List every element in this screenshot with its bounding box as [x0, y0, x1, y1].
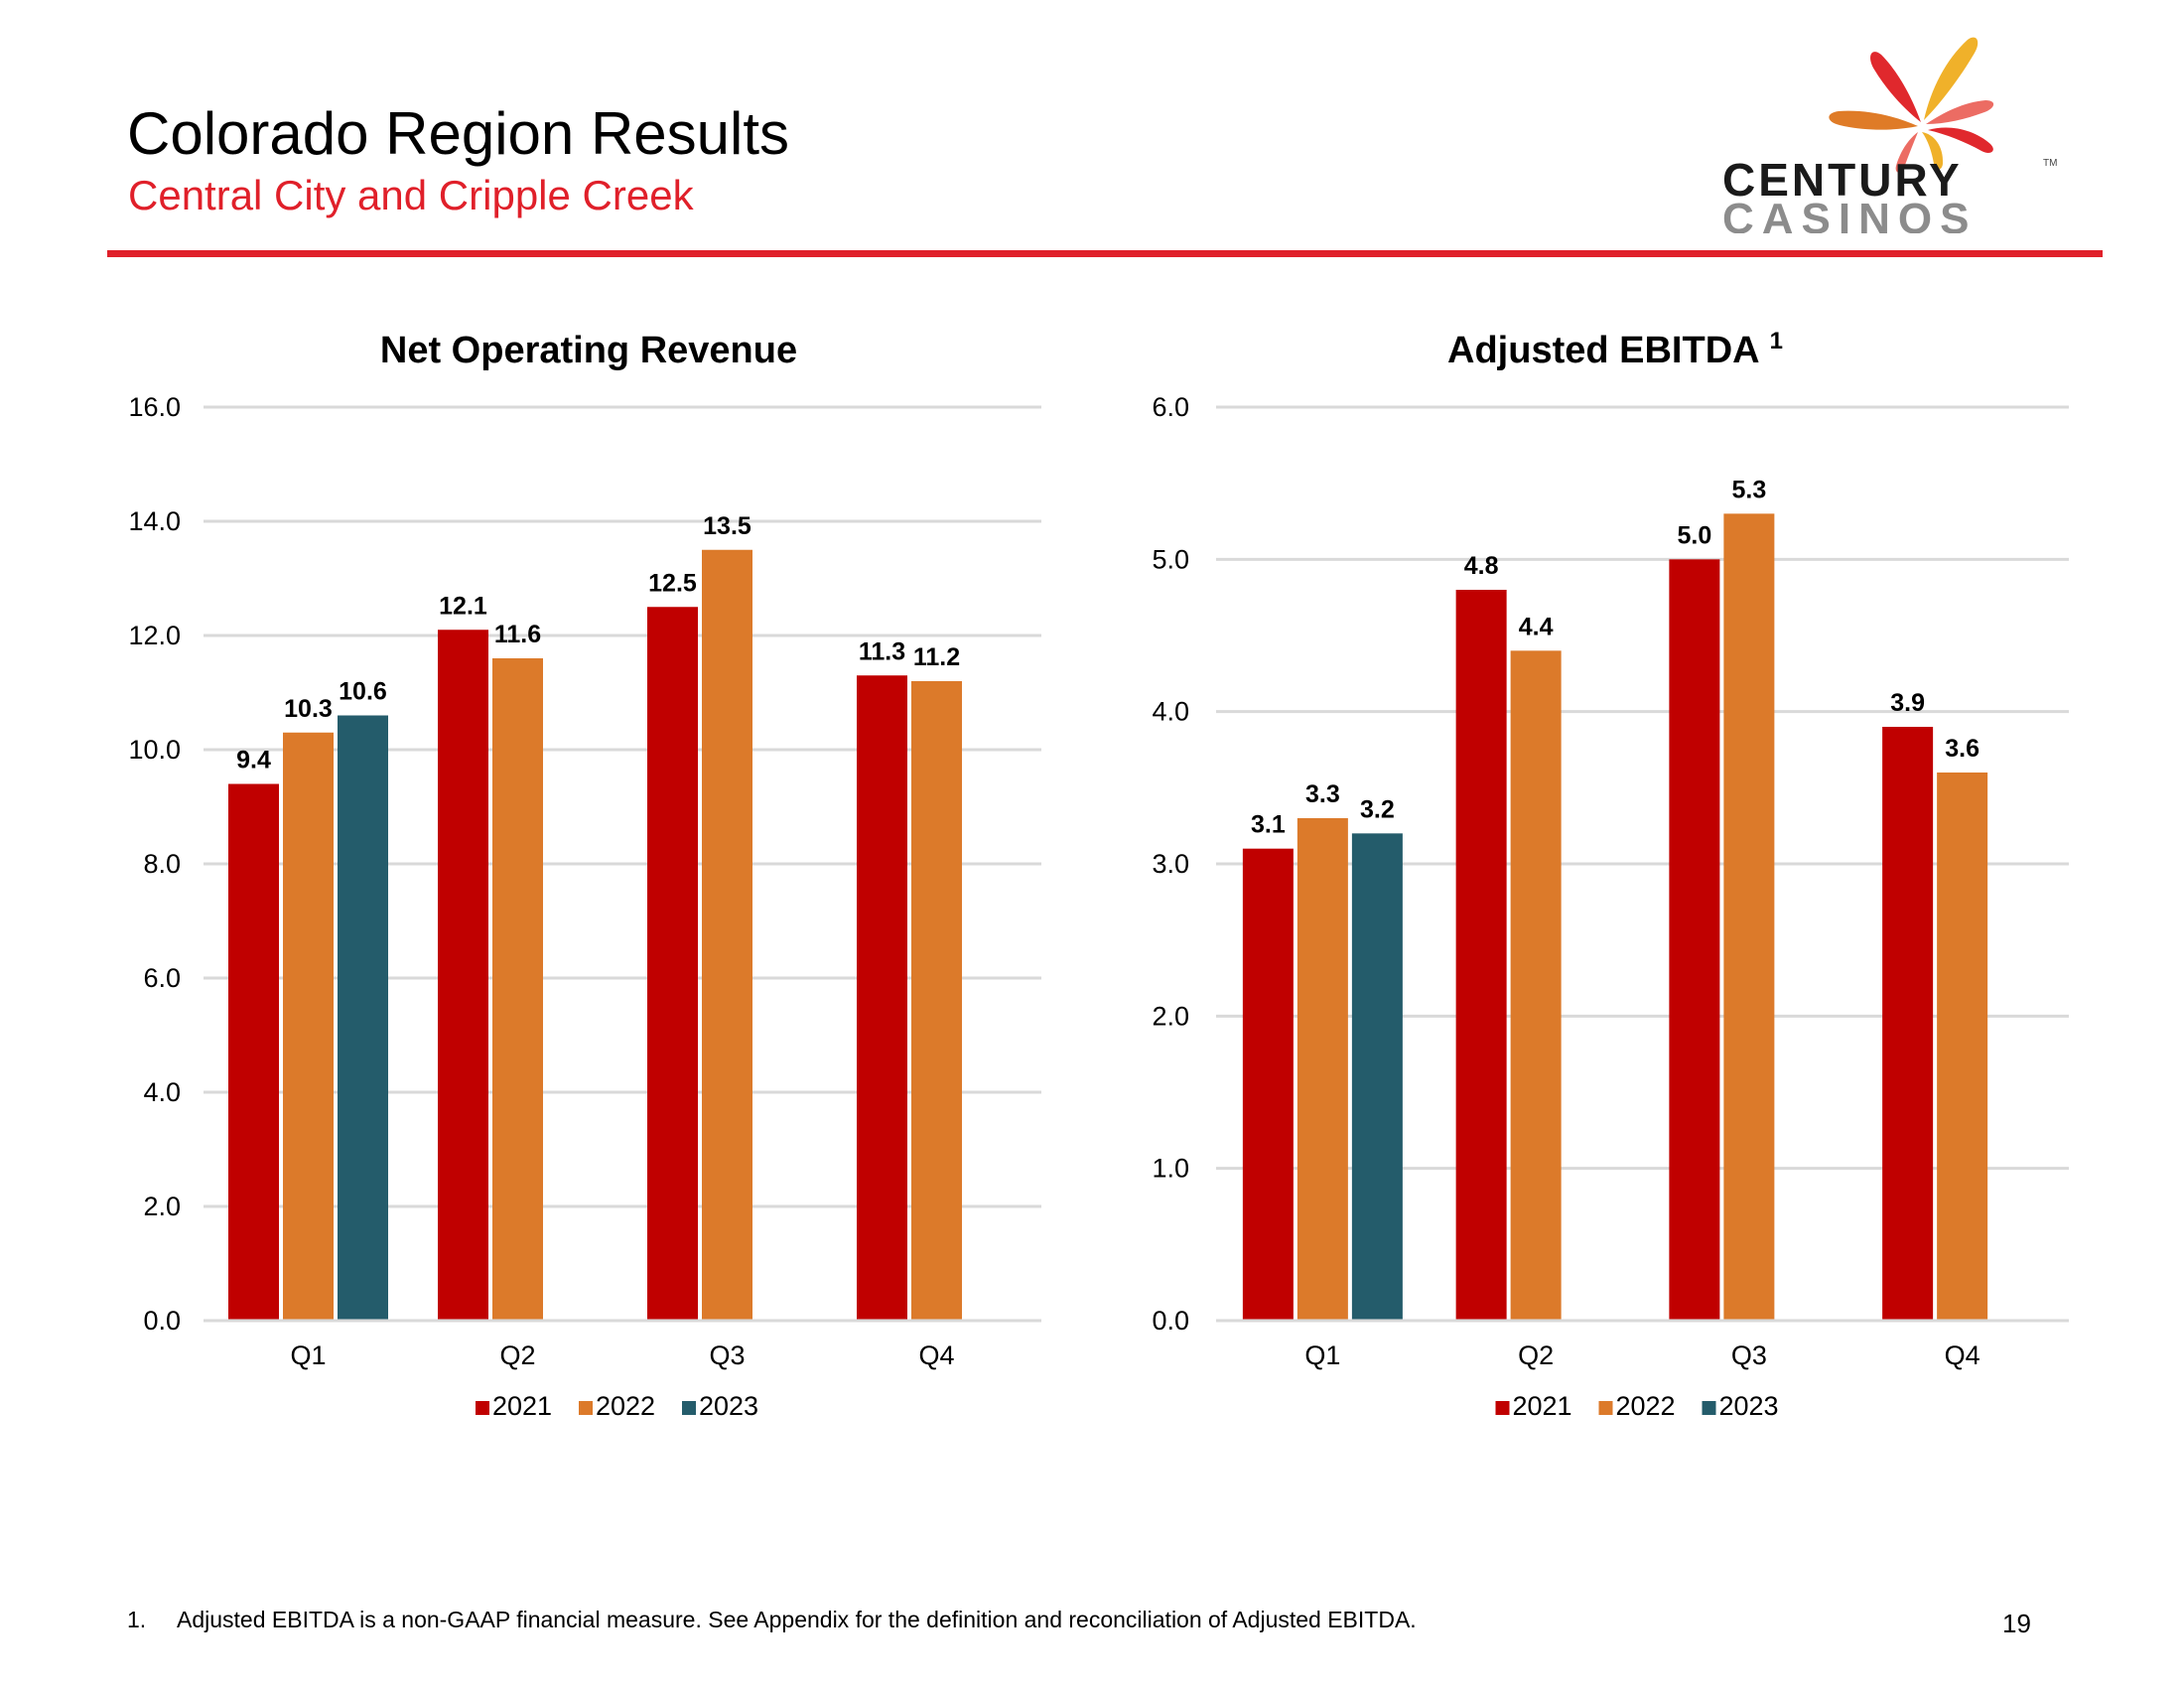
century-casinos-logo: CENTURY TM CASINOS [1722, 37, 2057, 233]
data-label: 10.6 [339, 678, 387, 706]
bar-2021-q1 [228, 783, 279, 1321]
legend-swatch-2022 [1598, 1401, 1613, 1415]
legend-swatch-2023 [682, 1401, 696, 1415]
x-category-label: Q2 [1518, 1340, 1554, 1370]
x-category-label: Q1 [1304, 1340, 1340, 1370]
footnote-superscript: 1 [1770, 328, 1783, 354]
bar-2022-q1 [283, 732, 334, 1321]
bar-2021-q2 [438, 630, 488, 1321]
data-label: 3.6 [1945, 735, 1979, 763]
data-label: 11.2 [913, 643, 960, 671]
y-tick-label: 4.0 [143, 1077, 181, 1107]
data-label: 3.9 [1890, 689, 1925, 717]
data-label: 11.6 [494, 621, 541, 648]
legend-label-2023: 2023 [699, 1391, 758, 1421]
bar-2021-q1 [1242, 848, 1294, 1321]
y-tick-label: 2.0 [143, 1192, 181, 1221]
y-tick-label: 14.0 [128, 506, 181, 536]
data-label: 10.3 [284, 695, 333, 723]
data-label: 12.5 [648, 569, 697, 597]
data-label: 3.1 [1251, 811, 1286, 839]
y-tick-label: 12.0 [128, 621, 181, 650]
y-tick-label: 1.0 [1152, 1154, 1189, 1184]
data-label: 13.5 [703, 512, 751, 540]
data-label: 5.3 [1731, 476, 1766, 503]
bar-2023-q1 [1351, 833, 1403, 1321]
footnote: 1. Adjusted EBITDA is a non-GAAP financia… [127, 1607, 1417, 1633]
bar-2021-q4 [857, 675, 907, 1321]
x-category-label: Q3 [1731, 1340, 1767, 1370]
chart-title: Adjusted EBITDA 1 [1447, 328, 1783, 371]
y-tick-label: 6.0 [1152, 392, 1189, 422]
bar-2022-q3 [1723, 513, 1775, 1321]
data-label: 4.8 [1464, 552, 1499, 580]
footnote-number: 1. [127, 1607, 147, 1632]
y-tick-label: 0.0 [1152, 1306, 1189, 1336]
legend-label-2022: 2022 [596, 1391, 655, 1421]
x-category-label: Q3 [709, 1340, 745, 1370]
logo-trademark: TM [2043, 158, 2057, 169]
logo-century-text: CENTURY [1722, 154, 1963, 206]
y-tick-label: 10.0 [128, 735, 181, 765]
bar-2022-q2 [492, 658, 543, 1321]
bar-2022-q2 [1510, 650, 1562, 1321]
page-number: 19 [2002, 1609, 2031, 1638]
y-tick-label: 4.0 [1152, 697, 1189, 727]
chart-title: Net Operating Revenue [380, 330, 797, 371]
bar-2021-q3 [647, 607, 698, 1321]
legend-label-2022: 2022 [1616, 1391, 1676, 1421]
y-tick-label: 6.0 [143, 963, 181, 993]
x-category-label: Q1 [290, 1340, 326, 1370]
y-tick-label: 2.0 [1152, 1001, 1189, 1031]
data-label: 3.3 [1305, 780, 1340, 808]
legend-label-2023: 2023 [1719, 1391, 1779, 1421]
bar-2021-q4 [1882, 727, 1934, 1321]
bar-2022-q4 [1937, 773, 1988, 1321]
y-tick-label: 3.0 [1152, 849, 1189, 879]
charts-canvas: Net Operating Revenue0.02.04.06.08.010.0… [128, 328, 2069, 1421]
x-category-label: Q4 [918, 1340, 954, 1370]
legend-swatch-2022 [579, 1401, 593, 1415]
bar-2022-q4 [911, 681, 962, 1321]
legend-label-2021: 2021 [1513, 1391, 1572, 1421]
slide-subtitle: Central City and Cripple Creek [128, 172, 694, 218]
y-tick-label: 5.0 [1152, 544, 1189, 574]
x-category-label: Q4 [1945, 1340, 1980, 1370]
header-divider [107, 250, 2103, 257]
legend-swatch-2023 [1702, 1401, 1716, 1415]
bar-2022-q3 [702, 549, 752, 1321]
data-label: 11.3 [859, 637, 905, 665]
bar-2021-q3 [1669, 559, 1720, 1321]
legend-label-2021: 2021 [492, 1391, 552, 1421]
starburst-icon [1829, 37, 1994, 173]
data-label: 12.1 [439, 592, 487, 620]
logo-casinos-text: CASINOS [1722, 195, 1977, 233]
y-tick-label: 16.0 [128, 392, 181, 422]
bar-2023-q1 [338, 715, 388, 1321]
data-label: 9.4 [236, 747, 271, 774]
footnote-text: Adjusted EBITDA is a non-GAAP financial … [177, 1607, 1417, 1632]
data-label: 4.4 [1519, 613, 1554, 640]
bar-2022-q1 [1297, 818, 1348, 1321]
y-tick-label: 8.0 [143, 849, 181, 879]
x-category-label: Q2 [499, 1340, 535, 1370]
data-label: 5.0 [1677, 521, 1711, 549]
slide-title: Colorado Region Results [127, 100, 790, 167]
bar-2021-q2 [1455, 590, 1507, 1321]
y-tick-label: 0.0 [143, 1306, 181, 1336]
legend-swatch-2021 [1495, 1401, 1510, 1415]
legend-swatch-2021 [476, 1401, 489, 1415]
data-label: 3.2 [1360, 795, 1395, 823]
